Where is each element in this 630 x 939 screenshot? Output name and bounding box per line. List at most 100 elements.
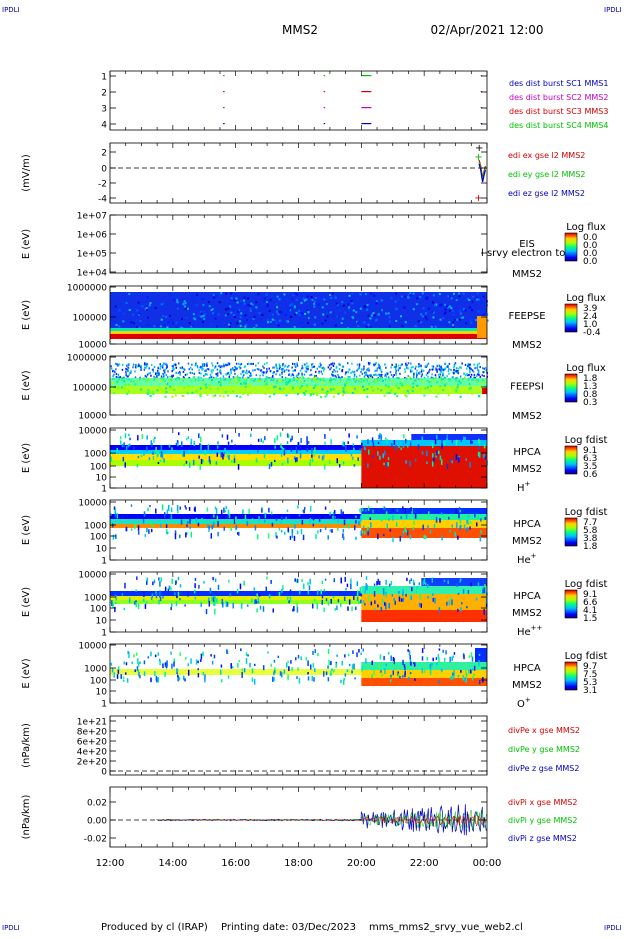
feepsi-flux-cell xyxy=(473,363,475,366)
hpca_o-flux-cell xyxy=(254,663,256,666)
feepsi-flux-cell xyxy=(408,392,411,395)
hpca_h-flux-cell xyxy=(263,453,266,459)
hpca_he-flux-cell xyxy=(155,508,157,514)
hpca_o-flux-cell xyxy=(437,653,440,659)
feepse-flux-cell xyxy=(476,298,479,301)
feepse-flux-cell xyxy=(359,307,362,310)
hpca_hepp-flux-cell xyxy=(365,576,368,580)
feepsi-flux-cell xyxy=(301,373,303,376)
burst-mark xyxy=(323,107,326,109)
hpca_o-flux-cell xyxy=(197,672,200,678)
eis-spacecraft-label: MMS2 xyxy=(512,269,542,280)
hpca_hepp-flux-cell xyxy=(262,606,265,612)
feepse-flux-cell xyxy=(276,306,279,309)
feepse-flux-cell xyxy=(329,311,332,314)
hpca_he-flux-cell xyxy=(150,521,153,526)
feepsi-flux-cell xyxy=(159,365,162,368)
feepse-flux-cell xyxy=(452,324,455,327)
hpca_h-flux-cell xyxy=(433,457,435,463)
feepsi-flux-band xyxy=(110,378,487,386)
hpca_h-flux-cell xyxy=(200,444,202,450)
hpca_o-flux-band xyxy=(361,662,487,670)
burst-ytick-label: 3 xyxy=(101,105,107,115)
feepsi-flux-cell xyxy=(479,366,481,369)
feepsi-flux-cell xyxy=(117,363,119,366)
hpca_he-species-charge: + xyxy=(531,552,537,560)
hpca_h-flux-cell xyxy=(222,453,224,460)
hpca_he-flux-cell xyxy=(287,527,289,532)
hpca_hepp-flux-cell xyxy=(409,594,412,600)
feepsi-flux-cell xyxy=(443,376,446,379)
hpca_he-flux-cell xyxy=(251,518,254,521)
hpca_h-flux-cell xyxy=(449,459,452,463)
hpca_o-flux-cell xyxy=(327,677,330,682)
feepsi-flux-cell xyxy=(408,376,411,379)
feepse-flux-cell xyxy=(291,298,294,301)
feepsi-flux-cell xyxy=(428,381,431,384)
hpca_h-flux-cell xyxy=(192,459,195,466)
feepsi-flux-cell xyxy=(415,365,417,368)
hpca_o-flux-cell xyxy=(475,654,478,657)
feepsi-flux-cell xyxy=(373,380,376,383)
hpca_he-flux-cell xyxy=(382,533,385,537)
feepsi-flux-cell xyxy=(378,373,380,376)
eis-frame xyxy=(109,214,488,274)
feepse-flux-cell xyxy=(244,325,247,328)
feepse-flux-cell xyxy=(415,303,418,306)
feepsi-flux-cell xyxy=(371,376,374,379)
hpca_he-flux-cell xyxy=(146,528,148,533)
feepsi-flux-cell xyxy=(419,371,421,374)
hpca_o-flux-cell xyxy=(340,679,342,684)
hpca_he-flux-cell xyxy=(114,508,117,514)
feepsi-flux-cell xyxy=(201,368,204,371)
feepsi-flux-cell xyxy=(152,370,155,373)
hpca_o-flux-cell xyxy=(210,654,212,657)
feepsi-flux-cell xyxy=(129,371,131,374)
hpca_hepp-data xyxy=(110,576,488,622)
hpca_h-flux-cell xyxy=(200,458,203,465)
hpca_he-flux-cell xyxy=(477,516,480,520)
hpca_hepp-flux-cell xyxy=(348,599,351,605)
hpca_o-flux-cell xyxy=(297,667,299,671)
feepsi-flux-cell xyxy=(236,367,238,370)
feepsi-flux-cell xyxy=(235,368,237,371)
hpca_h-flux-cell xyxy=(226,434,229,440)
hpca_hepp-flux-cell xyxy=(398,590,400,594)
feepsi-flux-cell xyxy=(416,384,419,387)
hpca_hepp-flux-cell xyxy=(214,596,216,600)
hpca_he-flux-cell xyxy=(463,524,466,529)
hpca_o-flux-cell xyxy=(230,663,232,669)
divpi-data xyxy=(110,804,487,836)
hpca_o-flux-cell xyxy=(249,662,251,668)
feepsi-flux-cell xyxy=(206,364,208,367)
hpca_h-flux-band xyxy=(411,434,487,440)
divpe-ytick-label: 1e+21 xyxy=(77,718,107,728)
feepse-flux-cell xyxy=(313,300,316,303)
hpca_hepp-flux-cell xyxy=(255,600,258,604)
feepsi-flux-cell xyxy=(381,373,383,376)
feepsi-flux-cell xyxy=(384,375,386,378)
feepsi-flux-cell xyxy=(279,373,281,376)
hpca_hepp-flux-cell xyxy=(360,599,362,604)
hpca_o-flux-cell xyxy=(429,668,432,675)
feepse-flux-cell xyxy=(471,300,474,303)
feepsi-flux-cell xyxy=(123,387,126,390)
hpca_he-flux-cell xyxy=(110,513,112,516)
feepse-flux-cell xyxy=(258,312,261,315)
feepsi-flux-cell xyxy=(407,362,410,365)
hpca_h-flux-cell xyxy=(151,443,153,448)
hpca_h-flux-cell xyxy=(279,432,282,437)
feepsi-flux-cell xyxy=(380,389,383,392)
hpca_o-flux-cell xyxy=(379,654,382,660)
hpca_he-flux-cell xyxy=(402,530,405,534)
hpca_he-flux-cell xyxy=(469,526,471,530)
feepsi-flux-cell xyxy=(331,374,334,377)
hpca_hepp-flux-cell xyxy=(424,582,427,586)
feepse-flux-cell xyxy=(330,297,333,300)
feepsi-flux-cell xyxy=(283,370,286,373)
hpca_o-flux-cell xyxy=(348,663,351,667)
feepsi-flux-cell xyxy=(325,393,328,396)
burst-mark xyxy=(323,75,326,77)
hpca_hepp-flux-cell xyxy=(179,598,181,601)
hpca_hepp-flux-cell xyxy=(160,577,162,582)
